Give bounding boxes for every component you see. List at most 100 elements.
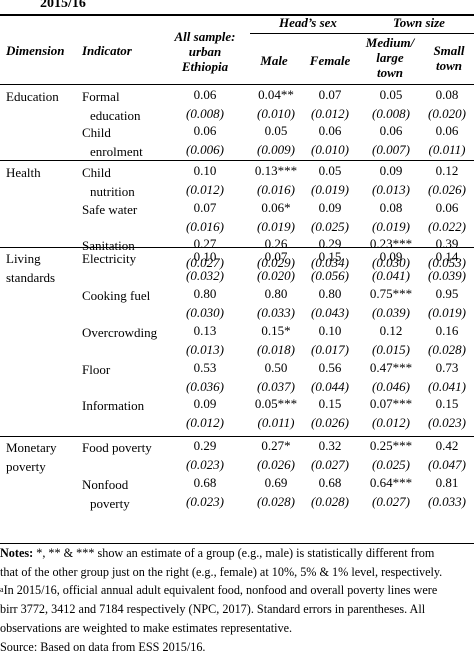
table-title: 2015/16 <box>40 0 86 11</box>
estimate-cell: 0.07 <box>318 87 342 102</box>
estimate-cell: 0.64*** <box>369 475 413 490</box>
notes-line-4: birr 3772, 3412 and 7184 respectively (N… <box>0 602 426 617</box>
standard-error-cell: (0.033) <box>257 304 295 320</box>
indicator-label: Cooking fuel <box>82 287 150 306</box>
estimate-cell: 0.25*** <box>369 438 413 453</box>
group-rule <box>0 160 474 161</box>
standard-error-cell: (0.023) <box>428 414 466 430</box>
estimate-cell: 0.23*** <box>369 236 413 251</box>
standard-error-cell: (0.047) <box>428 456 466 472</box>
estimate-cell: 0.13 <box>193 323 217 338</box>
estimate-cell: 0.09 <box>379 249 403 264</box>
standard-error-cell: (0.036) <box>186 378 224 394</box>
indicator-label: Electricity <box>82 250 136 269</box>
standard-error-cell: (0.028) <box>257 493 295 509</box>
header-all-sample-line: Ethiopia <box>181 58 229 74</box>
estimate-cell: 0.10 <box>193 249 217 264</box>
standard-error-cell: (0.008) <box>186 105 224 121</box>
estimate-cell: 0.06 <box>379 123 403 138</box>
standard-error-cell: (0.011) <box>257 414 295 430</box>
estimate-cell: 0.06 <box>318 123 342 138</box>
notes-line-2: that of the other group just on the righ… <box>0 564 443 579</box>
estimate-cell: 0.08 <box>379 200 403 215</box>
notes-text: *, ** & *** show an estimate of a group … <box>33 546 435 560</box>
town-size-rule <box>364 33 474 34</box>
dimension-line: poverty <box>6 458 46 474</box>
estimate-cell: 0.12 <box>379 323 403 338</box>
estimate-cell: 0.10 <box>193 163 217 178</box>
indicator-label: Safe water <box>82 201 137 220</box>
standard-error-cell: (0.010) <box>311 141 349 157</box>
bottom-rule <box>0 543 474 544</box>
standard-error-cell: (0.053) <box>428 254 466 270</box>
standard-error-cell: (0.020) <box>257 267 295 283</box>
estimate-cell: 0.26 <box>264 236 288 251</box>
estimate-cell: 0.05 <box>264 123 288 138</box>
dimension-label: Health <box>6 164 41 183</box>
indicator-label: Nonfood poverty <box>82 476 130 513</box>
notes-superscript: a <box>0 585 4 595</box>
standard-error-cell: (0.041) <box>372 267 410 283</box>
heads-sex-rule <box>250 33 366 34</box>
estimate-cell: 0.06 <box>193 123 217 138</box>
standard-error-cell: (0.027) <box>311 456 349 472</box>
standard-error-cell: (0.025) <box>372 456 410 472</box>
standard-error-cell: (0.033) <box>428 493 466 509</box>
estimate-cell: 0.15* <box>261 323 291 338</box>
estimate-cell: 0.12 <box>435 163 459 178</box>
standard-error-cell: (0.027) <box>186 254 224 270</box>
indicator-line: Sanitation <box>82 238 135 253</box>
standard-error-cell: (0.007) <box>372 141 410 157</box>
estimate-cell: 0.08 <box>435 87 459 102</box>
indicator-line: Child <box>82 165 111 180</box>
indicator-line: Safe water <box>82 202 138 217</box>
indicator-line: Information <box>82 398 145 413</box>
estimate-cell: 0.09 <box>193 396 217 411</box>
standard-error-cell: (0.043) <box>311 304 349 320</box>
estimate-cell: 0.05 <box>318 163 342 178</box>
estimate-cell: 0.15 <box>318 396 342 411</box>
indicator-line: Formal <box>82 89 120 104</box>
standard-error-cell: (0.037) <box>257 378 295 394</box>
indicator-label: Information <box>82 397 144 416</box>
header-all-sample-line: urban <box>188 43 222 59</box>
estimate-cell: 0.14 <box>435 249 459 264</box>
standard-error-cell: (0.022) <box>428 218 466 234</box>
estimate-cell: 0.56 <box>318 360 342 375</box>
notes-line-5: observations are weighted to make estima… <box>0 620 293 635</box>
standard-error-cell: (0.032) <box>186 267 224 283</box>
standard-error-cell: (0.020) <box>428 105 466 121</box>
header-small: Small town <box>424 43 474 74</box>
indicator-line: Floor <box>82 362 111 377</box>
indicator-line: Child <box>82 125 111 140</box>
standard-error-cell: (0.025) <box>311 218 349 234</box>
standard-error-cell: (0.028) <box>311 493 349 509</box>
indicator-label: Floor <box>82 361 110 380</box>
source-line: Source: Based on data from ESS 2015/16. <box>0 639 206 654</box>
estimate-cell: 0.68 <box>318 475 342 490</box>
estimate-cell: 0.29 <box>193 438 217 453</box>
estimate-cell: 0.80 <box>318 286 342 301</box>
standard-error-cell: (0.012) <box>186 181 224 197</box>
indicator-line: Overcrowding <box>82 325 158 340</box>
indicator-line: Electricity <box>82 251 137 266</box>
header-medium-line: town <box>376 64 403 80</box>
estimate-cell: 0.07*** <box>369 396 413 411</box>
standard-error-cell: (0.026) <box>257 456 295 472</box>
estimate-cell: 0.13*** <box>254 163 298 178</box>
standard-error-cell: (0.009) <box>257 141 295 157</box>
header-small-line: Small <box>433 43 465 58</box>
indicator-line: Cooking fuel <box>82 288 151 303</box>
indicator-line: nutrition <box>90 183 135 199</box>
estimate-cell: 0.06* <box>261 200 291 215</box>
notes-label: Notes: <box>0 546 34 560</box>
standard-error-cell: (0.056) <box>311 267 349 283</box>
standard-error-cell: (0.019) <box>311 181 349 197</box>
indicator-label: Formal education <box>82 88 141 125</box>
indicator-label: Sanitation <box>82 237 135 256</box>
standard-error-cell: (0.010) <box>257 105 295 121</box>
header-all-sample: All sample: urban Ethiopia <box>166 29 244 75</box>
standard-error-cell: (0.019) <box>428 304 466 320</box>
standard-error-cell: (0.023) <box>186 456 224 472</box>
header-medium-line: Medium/ <box>365 35 415 50</box>
